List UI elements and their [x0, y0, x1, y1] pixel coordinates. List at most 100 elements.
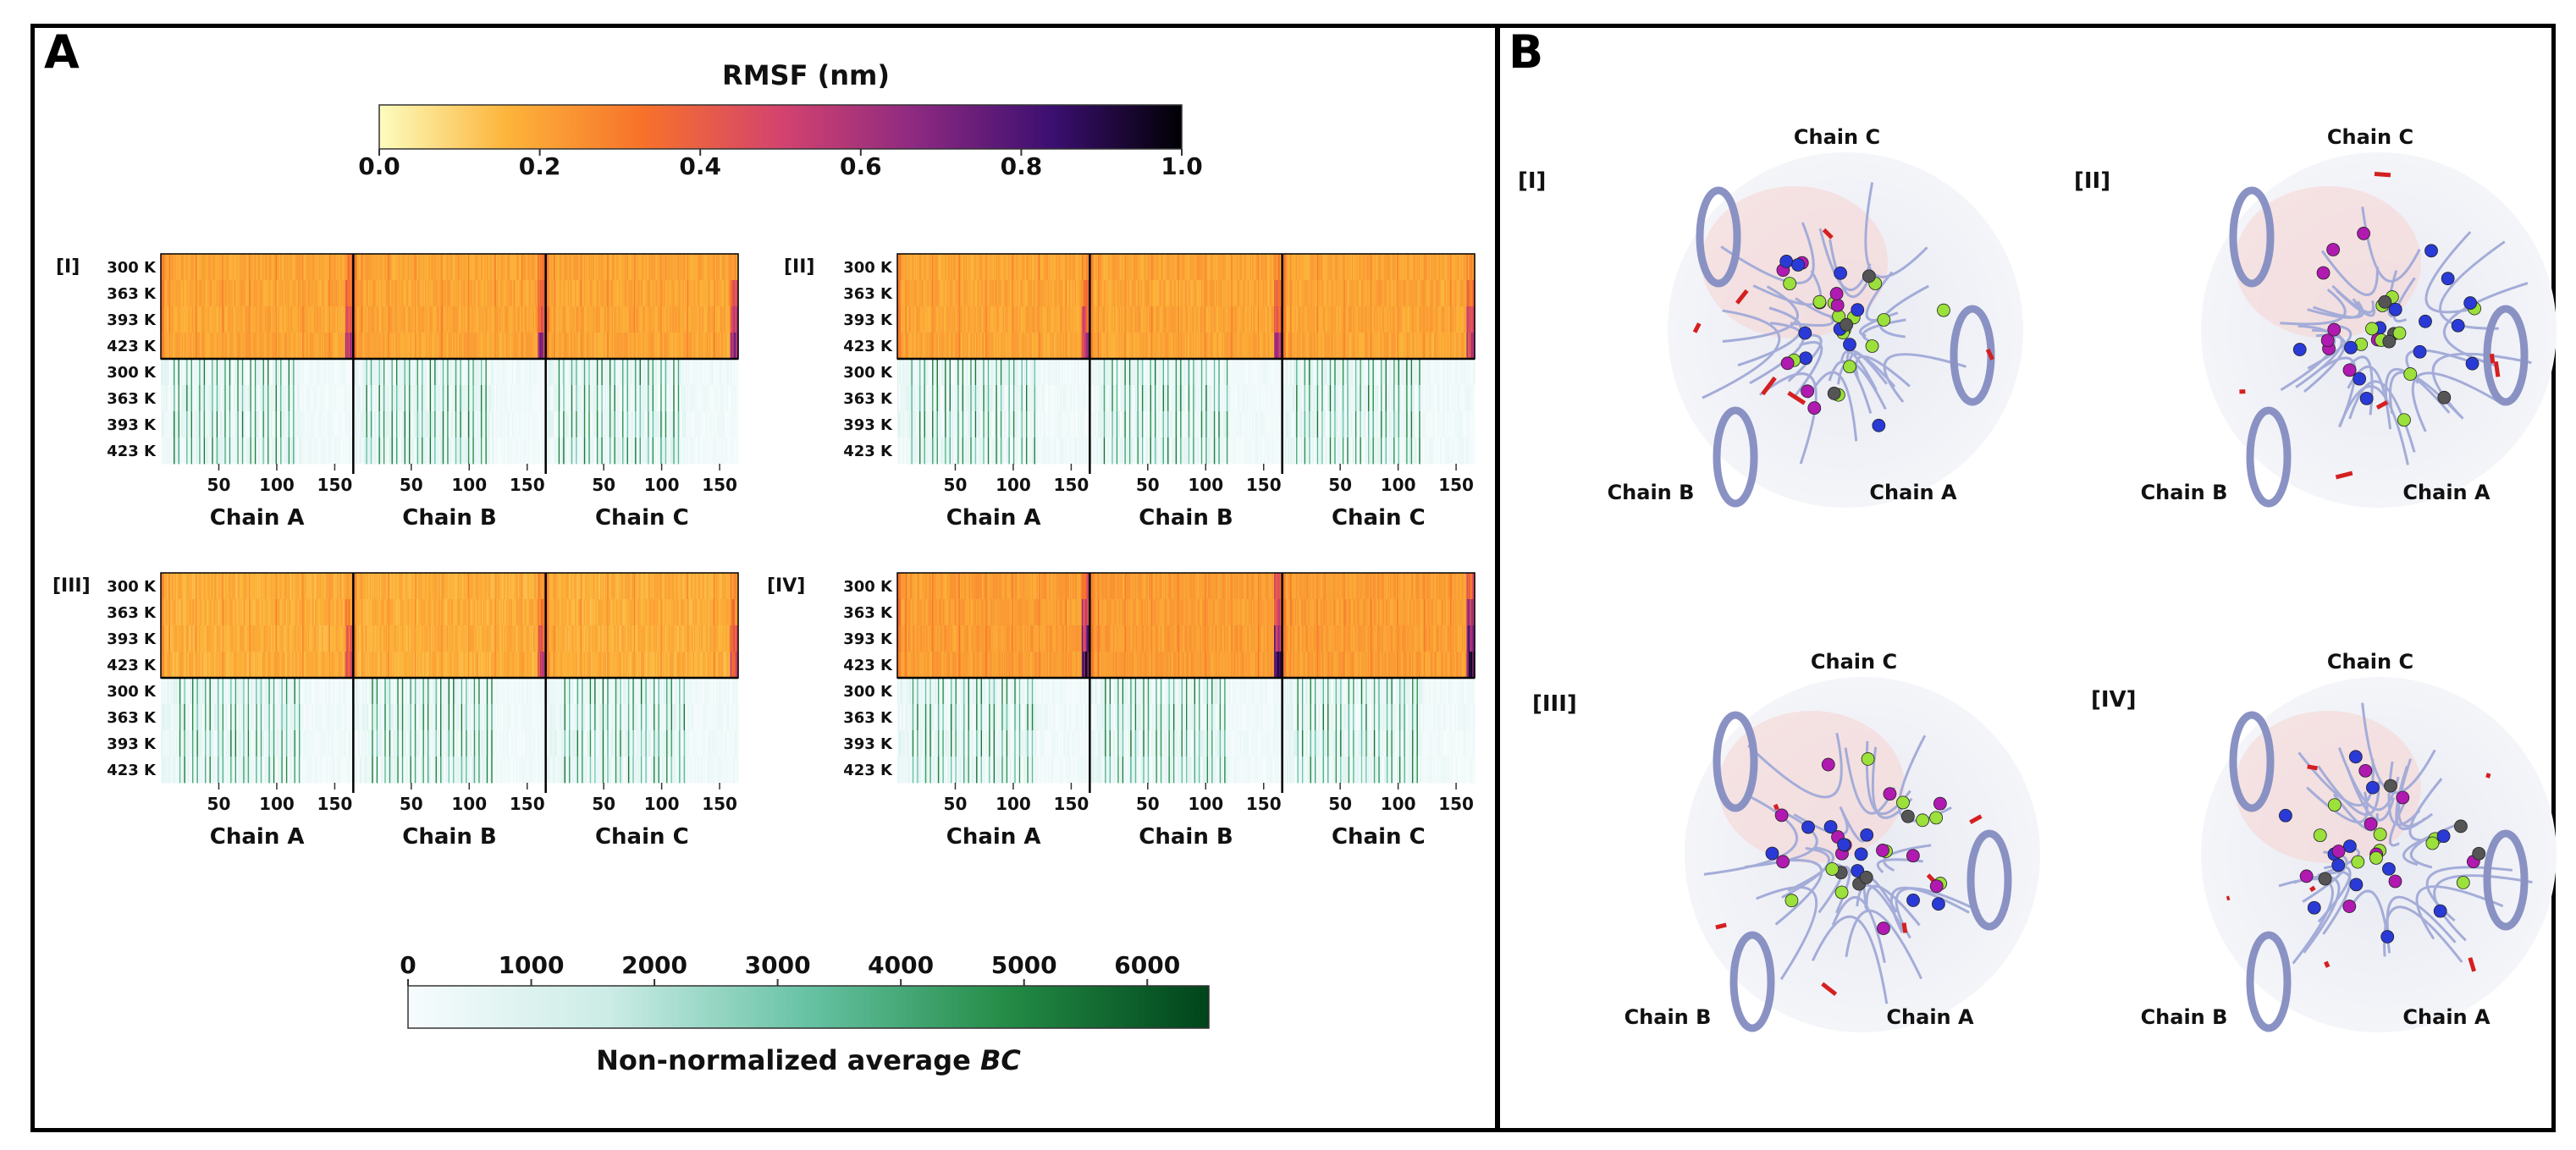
bc-cell — [685, 359, 687, 386]
rmsf-cell — [616, 333, 619, 360]
rmsf-cell — [385, 333, 388, 360]
rmsf-cell — [1075, 306, 1078, 333]
rmsf-cell — [482, 254, 484, 281]
rmsf-cell — [187, 280, 190, 307]
rmsf-cell — [185, 280, 187, 307]
rmsf-cell — [467, 280, 470, 307]
bc-cell — [665, 411, 667, 438]
bc-cell — [482, 437, 484, 465]
bc-cell — [610, 385, 613, 412]
rmsf-cell — [1018, 254, 1021, 281]
bc-cell — [958, 359, 961, 386]
bc-cell — [403, 437, 405, 465]
rmsf-cell — [1074, 333, 1077, 360]
rmsf-cell — [256, 254, 258, 281]
bc-cell — [201, 411, 203, 438]
bc-cell — [269, 411, 272, 438]
rmsf-cell — [594, 306, 597, 333]
bc-cell — [362, 437, 365, 465]
bc-cell — [462, 385, 465, 412]
rmsf-cell — [690, 280, 692, 307]
rmsf-cell — [1007, 306, 1010, 333]
rmsf-cell — [431, 280, 433, 307]
rmsf-cell — [476, 280, 478, 307]
rmsf-cell — [1002, 306, 1005, 333]
rmsf-cell — [967, 280, 969, 307]
bc-cell — [536, 359, 538, 386]
rmsf-cell — [392, 280, 394, 307]
bc-cell — [479, 437, 482, 465]
bc-cell — [692, 359, 695, 386]
bc-cell — [710, 437, 713, 465]
bc-cell — [690, 411, 692, 438]
bc-cell — [416, 411, 419, 438]
bc-cell — [516, 437, 518, 465]
rmsf-cell — [418, 333, 420, 360]
bc-cell — [246, 385, 249, 412]
rmsf-cell — [219, 333, 222, 360]
bc-cell — [186, 437, 189, 465]
rmsf-cell — [567, 306, 570, 333]
bc-cell — [384, 359, 387, 386]
rmsf-cell — [708, 333, 710, 360]
bc-cell — [497, 411, 499, 438]
bc-cell — [234, 359, 236, 386]
rmsf-cell — [971, 333, 974, 360]
rmsf-cell — [693, 280, 696, 307]
bc-cell — [582, 385, 585, 412]
rmsf-cell — [252, 306, 255, 333]
rmsf-cell — [973, 280, 974, 307]
rmsf-cell — [637, 254, 639, 281]
bc-cell — [340, 359, 343, 386]
bc-cell — [720, 359, 723, 386]
rmsf-cell — [366, 254, 368, 281]
rmsf-cell — [312, 306, 315, 333]
rmsf-cell — [934, 280, 936, 307]
bc-cell — [699, 437, 702, 465]
rmsf-cell — [180, 306, 183, 333]
bc-cell — [433, 411, 435, 438]
rmsf-cell — [164, 333, 167, 360]
bc-cell — [550, 437, 553, 465]
rmsf-cell — [431, 306, 433, 333]
bc-cell — [913, 359, 916, 386]
rmsf-cell — [281, 254, 284, 281]
rmsf-cell — [193, 306, 196, 333]
rmsf-cell — [315, 306, 317, 333]
rmsf-cell — [454, 333, 456, 360]
rmsf-cell — [416, 280, 419, 307]
bc-cell — [423, 437, 426, 465]
rmsf-cell — [563, 306, 565, 333]
rmsf-cell — [1012, 280, 1015, 307]
bc-cell — [699, 411, 702, 438]
bc-cell — [736, 411, 738, 438]
rmsf-cell — [993, 280, 996, 307]
rmsf-cell — [591, 280, 593, 307]
bc-cell — [570, 359, 572, 386]
bc-cell — [319, 411, 322, 438]
rmsf-cell — [965, 333, 968, 360]
rmsf-cell — [942, 254, 945, 281]
bc-cell — [475, 437, 477, 465]
bc-cell — [164, 385, 167, 412]
bc-cell — [263, 359, 266, 386]
rmsf-cell — [404, 280, 406, 307]
rmsf-cell — [729, 280, 731, 307]
rmsf-cell — [483, 306, 485, 333]
bc-cell — [165, 385, 168, 412]
bc-cell — [400, 411, 402, 438]
bc-cell — [397, 411, 400, 438]
bc-cell — [309, 437, 312, 465]
rmsf-cell — [528, 306, 531, 333]
rmsf-cell — [949, 306, 952, 333]
bc-cell — [360, 385, 362, 412]
bc-cell — [237, 437, 240, 465]
bc-cell — [453, 411, 455, 438]
rmsf-cell — [604, 254, 606, 281]
rmsf-cell — [288, 254, 290, 281]
rmsf-cell — [724, 254, 726, 281]
rmsf-cell — [196, 254, 199, 281]
bc-cell — [677, 359, 680, 386]
bc-cell — [462, 359, 465, 386]
bc-cell — [328, 385, 330, 412]
